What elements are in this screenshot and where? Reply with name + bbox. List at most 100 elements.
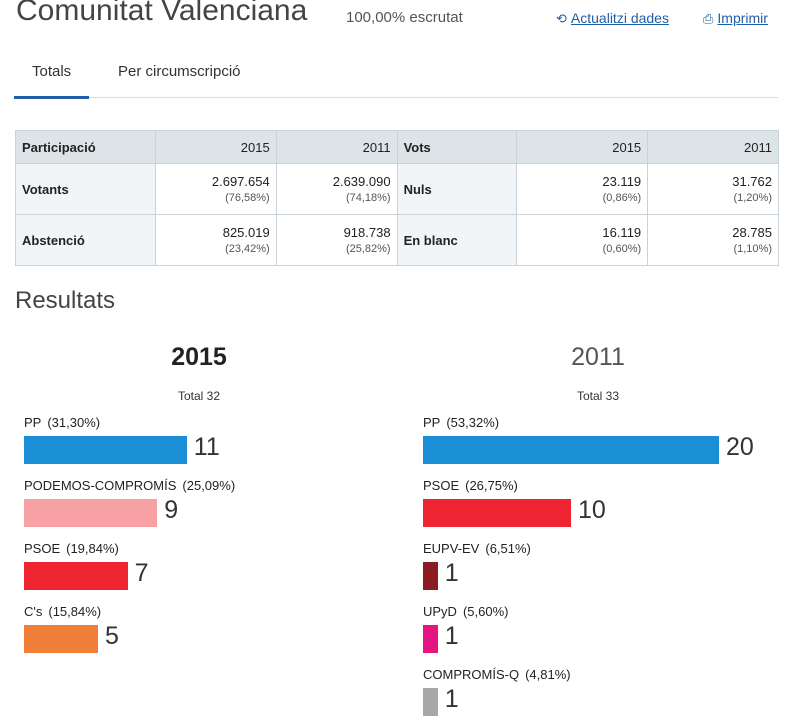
seat-bar bbox=[24, 625, 98, 653]
stat-value: 31.762 bbox=[732, 174, 772, 189]
stat-value: 2.639.090 bbox=[332, 174, 391, 189]
party-label: PODEMOS-COMPROMÍS (25,09%) bbox=[24, 478, 235, 493]
row-label: En blanc bbox=[396, 214, 518, 266]
participation-header: Participació bbox=[15, 130, 156, 164]
header: Comunitat Valenciana 100,00% escrutat ⟲ A… bbox=[16, 0, 786, 34]
stat-cell: 23.119 (0,86%) bbox=[516, 163, 649, 215]
party-label: C's (15,84%) bbox=[24, 604, 101, 619]
stat-value: 28.785 bbox=[732, 225, 772, 240]
party-row: PODEMOS-COMPROMÍS (25,09%) 9 bbox=[24, 478, 404, 538]
party-label: COMPROMÍS-Q (4,81%) bbox=[423, 667, 571, 682]
party-percent: (6,51%) bbox=[485, 541, 531, 556]
party-label: PP (31,30%) bbox=[24, 415, 100, 430]
party-percent: (26,75%) bbox=[465, 478, 518, 493]
printer-icon: ⎙ bbox=[703, 11, 714, 26]
tab-bar: Totals Per circumscripció bbox=[14, 55, 778, 99]
seat-bar bbox=[423, 625, 438, 653]
stat-percent: (23,42%) bbox=[225, 243, 270, 255]
party-name: PP bbox=[423, 415, 441, 430]
party-row: EUPV-EV (6,51%) 1 bbox=[423, 541, 800, 601]
results-year: 2015 bbox=[171, 343, 227, 371]
party-percent: (19,84%) bbox=[66, 541, 119, 556]
stat-percent: (25,82%) bbox=[345, 243, 391, 255]
refresh-icon: ⟲ bbox=[556, 11, 567, 26]
party-name: PP bbox=[24, 415, 42, 430]
year-header: 2015 bbox=[154, 130, 277, 164]
party-row: PP (31,30%) 11 bbox=[24, 415, 404, 475]
party-percent: (5,60%) bbox=[462, 604, 509, 619]
total-seats: Total 33 bbox=[576, 389, 620, 403]
seat-count: 20 bbox=[726, 433, 754, 461]
stat-value: 23.119 bbox=[602, 174, 642, 189]
party-name: PSOE bbox=[24, 541, 61, 556]
year-header: 2015 bbox=[516, 130, 649, 164]
stat-cell: 2.697.654 (76,58%) bbox=[154, 163, 277, 215]
stat-percent: (74,18%) bbox=[345, 192, 391, 204]
tab-totals[interactable]: Totals bbox=[14, 63, 90, 99]
party-percent: (15,84%) bbox=[48, 604, 102, 619]
year-header: 2011 bbox=[647, 130, 779, 164]
party-label: PSOE (19,84%) bbox=[24, 541, 119, 556]
table-row: Abstenció 825.019 (23,42%) 918.738 (25,82%… bbox=[15, 214, 779, 266]
tab-per-circumscripcio[interactable]: Per circumscripció bbox=[118, 63, 241, 80]
party-name: PSOE bbox=[423, 478, 460, 493]
stat-percent: (0,86%) bbox=[602, 192, 642, 204]
stat-value: 16.119 bbox=[602, 225, 642, 240]
party-percent: (53,32%) bbox=[446, 415, 500, 430]
refresh-data-link[interactable]: ⟲ Actualitzi dades bbox=[556, 10, 669, 27]
total-seats: Total 32 bbox=[177, 389, 221, 403]
print-label: Imprimir bbox=[717, 10, 768, 26]
seat-bar bbox=[423, 562, 438, 590]
party-name: PODEMOS-COMPROMÍS bbox=[24, 478, 177, 493]
seat-bar bbox=[24, 499, 158, 527]
party-label: PSOE (26,75%) bbox=[423, 478, 518, 493]
party-label: UPyD (5,60%) bbox=[423, 604, 508, 619]
stat-cell: 918.738 (25,82%) bbox=[275, 214, 398, 266]
seat-count: 5 bbox=[105, 622, 119, 650]
year-header: 2011 bbox=[275, 130, 398, 164]
party-percent: (31,30%) bbox=[47, 415, 101, 430]
party-label: PP (53,32%) bbox=[423, 415, 499, 430]
seat-count: 9 bbox=[164, 496, 179, 524]
refresh-data-label: Actualitzi dades bbox=[570, 10, 669, 26]
votes-header: Vots bbox=[396, 130, 518, 164]
party-name: COMPROMÍS-Q bbox=[423, 667, 520, 682]
seat-bar bbox=[423, 436, 719, 464]
stat-cell: 2.639.090 (74,18%) bbox=[275, 163, 398, 215]
seat-bar bbox=[24, 436, 187, 464]
party-percent: (4,81%) bbox=[525, 667, 571, 682]
row-label: Nuls bbox=[396, 163, 518, 215]
party-name: UPyD bbox=[423, 604, 457, 619]
party-row: C's (15,84%) 5 bbox=[24, 604, 404, 664]
table-header-row: Participació 2015 2011 Vots 2015 2011 bbox=[15, 130, 779, 164]
seat-count: 7 bbox=[134, 559, 149, 587]
party-row: PP (53,32%) 20 bbox=[423, 415, 800, 475]
seat-count: 11 bbox=[193, 433, 220, 461]
table-row: Votants 2.697.654 (76,58%) 2.639.090 (74,1… bbox=[15, 163, 779, 215]
stat-cell: 31.762 (1,20%) bbox=[647, 163, 779, 215]
stat-cell: 16.119 (0,60%) bbox=[516, 214, 649, 266]
results-title: Resultats bbox=[15, 287, 116, 314]
seat-count: 1 bbox=[444, 685, 459, 713]
seat-count: 10 bbox=[578, 496, 606, 524]
stat-cell: 28.785 (1,10%) bbox=[647, 214, 779, 266]
row-label: Abstenció bbox=[15, 214, 156, 266]
party-name: C's bbox=[24, 604, 43, 619]
print-link[interactable]: ⎙ Imprimir bbox=[703, 10, 768, 27]
row-label: Votants bbox=[15, 163, 156, 215]
party-label: EUPV-EV (6,51%) bbox=[423, 541, 531, 556]
seat-bar bbox=[423, 688, 438, 716]
party-row: PSOE (19,84%) 7 bbox=[24, 541, 404, 601]
party-row: PSOE (26,75%) 10 bbox=[423, 478, 800, 538]
participation-table: Participació 2015 2011 Vots 2015 2011 Vo… bbox=[15, 130, 779, 266]
seat-count: 1 bbox=[444, 622, 459, 650]
stat-percent: (0,60%) bbox=[602, 243, 642, 255]
results-year: 2011 bbox=[571, 343, 625, 371]
party-row: COMPROMÍS-Q (4,81%) 1 bbox=[423, 667, 800, 727]
stat-percent: (76,58%) bbox=[225, 192, 270, 204]
stat-value: 825.019 bbox=[222, 225, 270, 240]
stat-percent: (1,10%) bbox=[733, 243, 772, 255]
party-name: EUPV-EV bbox=[423, 541, 480, 556]
party-row: UPyD (5,60%) 1 bbox=[423, 604, 800, 664]
seat-bar bbox=[24, 562, 128, 590]
